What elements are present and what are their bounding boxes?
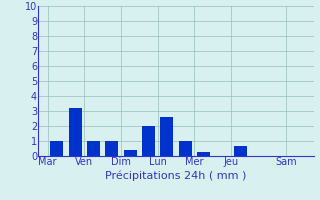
- Bar: [160, 117, 173, 156]
- Bar: [197, 152, 210, 156]
- Bar: [179, 141, 192, 156]
- Bar: [124, 150, 137, 156]
- X-axis label: Précipitations 24h ( mm ): Précipitations 24h ( mm ): [105, 170, 247, 181]
- Bar: [234, 146, 247, 156]
- Bar: [87, 141, 100, 156]
- Bar: [105, 141, 118, 156]
- Bar: [142, 126, 155, 156]
- Bar: [69, 108, 82, 156]
- Bar: [50, 141, 63, 156]
